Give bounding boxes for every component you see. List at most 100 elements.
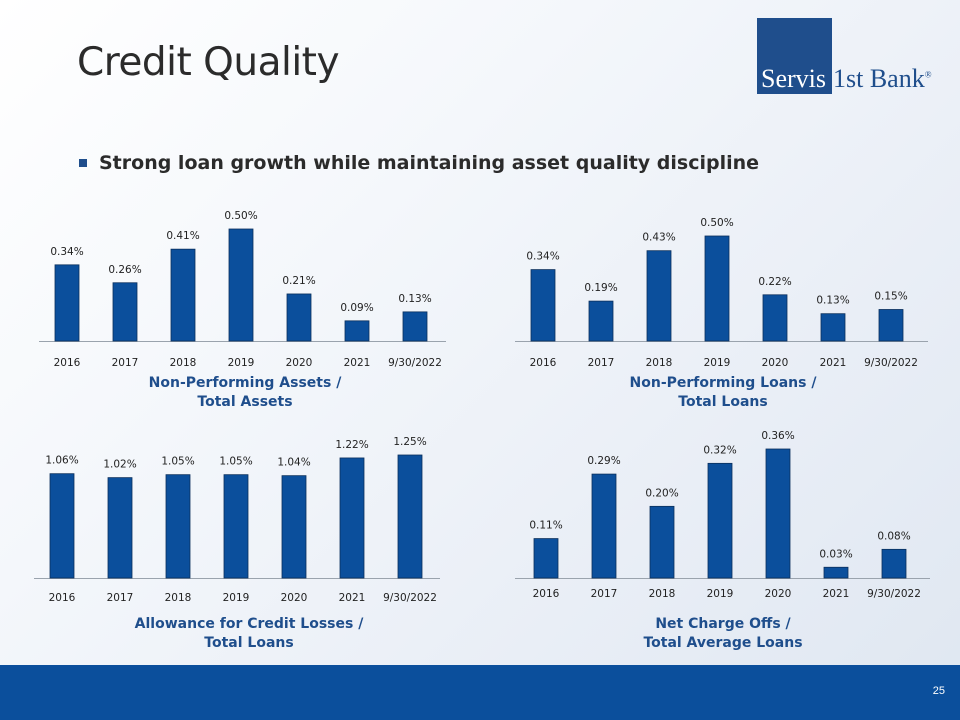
x-tick-label: 2016 — [54, 357, 81, 369]
data-label: 0.13% — [816, 295, 849, 307]
x-tick-label: 2017 — [112, 357, 139, 369]
chart-caption-nco-loans: Net Charge Offs / Total Average Loans — [573, 615, 873, 653]
x-tick-label: 2016 — [530, 357, 557, 369]
bar — [170, 248, 196, 342]
bar — [762, 294, 788, 342]
bar — [881, 548, 907, 579]
x-tick-label: 2020 — [765, 588, 792, 600]
data-label: 0.29% — [587, 455, 620, 467]
x-tick-label: 2016 — [49, 592, 76, 604]
data-label: 0.34% — [50, 246, 83, 258]
bar — [649, 505, 675, 579]
data-label: 0.20% — [645, 487, 678, 499]
data-label: 0.19% — [584, 282, 617, 294]
bar — [49, 473, 75, 579]
data-label: 0.13% — [398, 293, 431, 305]
x-tick-label: 2020 — [762, 357, 789, 369]
bullet-point: Strong loan growth while maintaining ass… — [79, 152, 759, 174]
data-label: 0.34% — [526, 251, 559, 263]
bar — [820, 313, 846, 342]
data-label: 1.25% — [393, 436, 426, 448]
data-label: 1.05% — [161, 456, 194, 468]
bar — [339, 457, 365, 579]
data-label: 0.11% — [529, 520, 562, 532]
x-tick-label: 2018 — [165, 592, 192, 604]
data-label: 0.15% — [874, 291, 907, 303]
bar — [823, 566, 849, 579]
x-tick-label: 9/30/2022 — [867, 588, 921, 600]
logo-word-bank-text: 1st Bank — [833, 64, 925, 93]
page-number: 25 — [932, 685, 945, 697]
x-tick-label: 2018 — [170, 357, 197, 369]
x-tick-label: 9/30/2022 — [388, 357, 442, 369]
x-tick-label: 2018 — [649, 588, 676, 600]
bar — [765, 448, 791, 579]
data-label: 1.22% — [335, 439, 368, 451]
data-label: 0.22% — [758, 276, 791, 288]
bar — [533, 538, 559, 579]
x-tick-label: 2019 — [704, 357, 731, 369]
data-label: 1.02% — [103, 459, 136, 471]
bar — [344, 320, 370, 342]
bar — [54, 264, 80, 342]
data-label: 0.08% — [877, 530, 910, 542]
data-label: 0.50% — [700, 217, 733, 229]
x-tick-label: 2018 — [646, 357, 673, 369]
chart-caption-acl-loans: Allowance for Credit Losses / Total Loan… — [99, 615, 399, 653]
x-tick-label: 2021 — [820, 357, 847, 369]
x-tick-label: 2021 — [339, 592, 366, 604]
bullet-text: Strong loan growth while maintaining ass… — [99, 152, 760, 174]
chart-caption-line1: Non-Performing Assets / — [148, 375, 342, 391]
chart-caption-npa-assets: Non-Performing Assets / Total Assets — [95, 374, 395, 412]
bar — [397, 454, 423, 579]
data-label: 0.26% — [108, 264, 141, 276]
data-label: 0.50% — [224, 210, 257, 222]
data-label: 0.43% — [642, 232, 675, 244]
data-label: 1.04% — [277, 457, 310, 469]
chart-caption-line1: Net Charge Offs / — [655, 616, 791, 632]
chart-caption-line1: Non-Performing Loans / — [629, 375, 817, 391]
bar — [591, 473, 617, 579]
chart-caption-line2: Total Loans — [678, 394, 768, 410]
x-tick-label: 2016 — [533, 588, 560, 600]
bar — [165, 474, 191, 579]
bar — [707, 462, 733, 579]
bar — [228, 228, 254, 342]
bar — [112, 282, 138, 342]
bar — [107, 477, 133, 579]
x-tick-label: 2019 — [228, 357, 255, 369]
chart-caption-line2: Total Average Loans — [643, 635, 803, 651]
bullet-square-icon — [79, 159, 87, 167]
x-tick-label: 2021 — [344, 357, 371, 369]
bar — [878, 309, 904, 342]
servisfirst-logo: Servis 1st Bank® — [757, 18, 935, 94]
x-tick-label: 2019 — [223, 592, 250, 604]
x-tick-label: 9/30/2022 — [383, 592, 437, 604]
data-label: 0.09% — [340, 302, 373, 314]
footer-bar: 25 — [0, 665, 960, 720]
bar — [704, 235, 730, 342]
data-label: 1.06% — [45, 455, 78, 467]
bar — [223, 474, 249, 579]
x-tick-label: 9/30/2022 — [864, 357, 918, 369]
bar — [646, 250, 672, 342]
bar — [588, 300, 614, 342]
logo-box — [757, 18, 832, 94]
bar — [281, 475, 307, 579]
slide-title: Credit Quality — [77, 40, 340, 85]
data-label: 0.41% — [166, 230, 199, 242]
chart-caption-line2: Total Loans — [204, 635, 294, 651]
x-tick-label: 2017 — [588, 357, 615, 369]
chart-caption-npl-loans: Non-Performing Loans / Total Loans — [573, 374, 873, 412]
logo-word-servis: Servis — [761, 64, 826, 93]
data-label: 0.36% — [761, 430, 794, 442]
x-tick-label: 2020 — [286, 357, 313, 369]
logo-registered-mark: ® — [924, 69, 932, 80]
